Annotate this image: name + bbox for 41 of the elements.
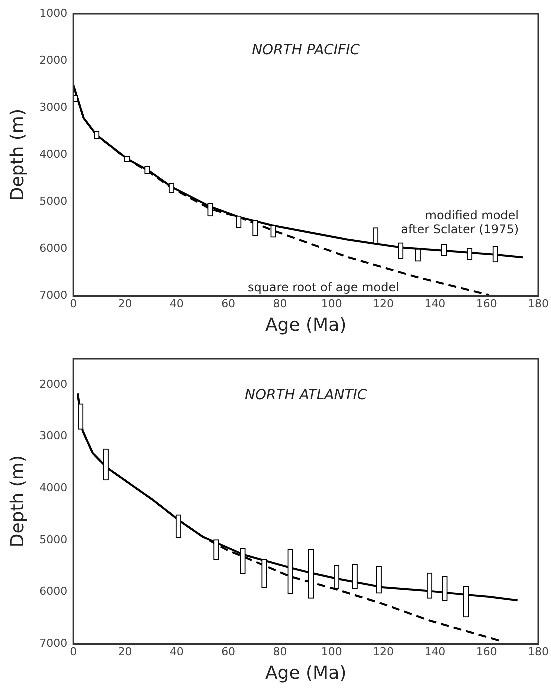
y-tick-label: 4000 [40, 481, 68, 494]
x-tick-label: 140 [424, 298, 446, 311]
y-tick-label: 7000 [40, 637, 68, 650]
x-tick-label: 120 [373, 298, 394, 311]
x-tick-label: 100 [321, 298, 342, 311]
x-axis-title: Age (Ma) [265, 662, 347, 684]
y-tick-label: 6000 [40, 242, 68, 256]
text: NORTH ATLANTIC [244, 388, 368, 404]
annotation: square root of age model [248, 280, 400, 294]
y-tick-label: 1000 [40, 6, 68, 20]
y-tick-label: 6000 [40, 585, 68, 598]
x-tick-label: 40 [170, 298, 184, 311]
y-tick-label: 2000 [40, 54, 68, 67]
y-tick-label: 3000 [40, 100, 68, 114]
y-axis-title: Depth (m) [7, 456, 28, 548]
y-tick-label: 7000 [40, 289, 68, 302]
y-tick-label: 4000 [40, 148, 68, 161]
x-tick-label: 180 [528, 646, 549, 659]
x-tick-label: 20 [118, 298, 132, 311]
x-tick-label: 160 [476, 646, 498, 659]
x-tick-label: 140 [424, 646, 446, 659]
x-tick-label: 160 [476, 298, 498, 311]
x-tick-label: 80 [273, 646, 288, 659]
x-tick-label: 100 [321, 646, 342, 659]
x-tick-label: 0 [70, 646, 78, 659]
x-tick-label: 40 [170, 646, 184, 659]
x-tick-label: 80 [273, 298, 288, 311]
y-tick-label: 5000 [40, 533, 68, 546]
y-tick-label: 2000 [40, 378, 68, 391]
x-tick-label: 120 [373, 646, 394, 659]
x-tick-label: 0 [70, 298, 78, 311]
y-tick-label: 5000 [40, 194, 68, 208]
y-axis-title: Depth (m) [7, 109, 28, 202]
y-tick-label: 3000 [40, 430, 68, 443]
x-tick-label: 60 [222, 298, 236, 311]
text: NORTH PACIFIC [252, 42, 360, 59]
x-tick-label: 20 [118, 646, 132, 659]
x-tick-label: 180 [528, 298, 549, 311]
annotation: modified model after Sclater (1975) [401, 208, 520, 237]
x-tick-label: 60 [222, 646, 236, 659]
x-axis-title: Age (Ma) [265, 314, 347, 336]
